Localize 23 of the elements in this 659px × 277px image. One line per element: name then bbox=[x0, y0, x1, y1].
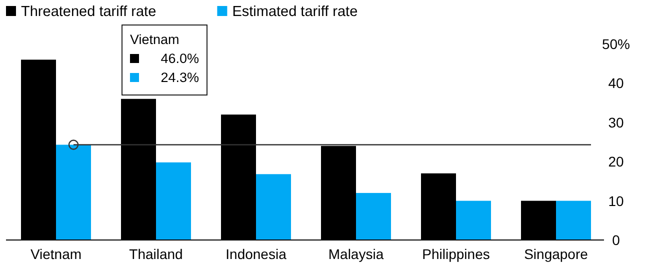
x-tick-label: Vietnam bbox=[30, 246, 82, 262]
bar bbox=[156, 162, 191, 240]
y-tick-label: 0 bbox=[612, 232, 620, 248]
annotation: 24.3% bbox=[160, 70, 199, 85]
annotation: Vietnam bbox=[130, 32, 180, 47]
bar bbox=[256, 174, 291, 240]
bar bbox=[356, 192, 391, 240]
bar bbox=[556, 200, 591, 240]
y-tick-label: 10 bbox=[608, 192, 624, 209]
y-tick-label: 30 bbox=[608, 114, 624, 130]
x-tick-label: Philippines bbox=[422, 246, 490, 262]
annotation: 46.0% bbox=[160, 51, 199, 66]
x-tick-label: Indonesia bbox=[226, 246, 287, 262]
y-tick-label: 20 bbox=[608, 154, 624, 170]
legend-label: Estimated tariff rate bbox=[232, 4, 358, 20]
legend-label: Threatened tariff rate bbox=[21, 4, 156, 20]
bar bbox=[456, 200, 491, 240]
y-tick-label: 50% bbox=[602, 36, 630, 52]
x-tick-label: Malaysia bbox=[328, 246, 384, 262]
bar bbox=[56, 144, 91, 240]
y-tick-label: 40 bbox=[608, 75, 624, 92]
x-tick-label: Singapore bbox=[524, 246, 588, 262]
x-tick-label: Thailand bbox=[129, 246, 183, 262]
